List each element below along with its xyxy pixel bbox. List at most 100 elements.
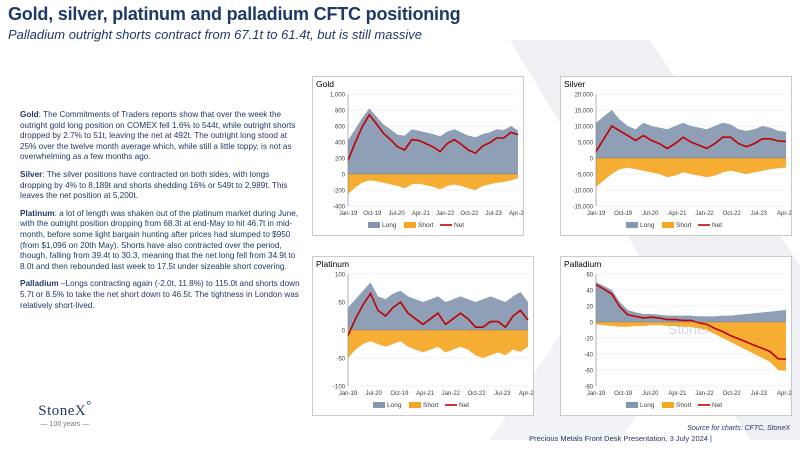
y-tick-label: 1,000 (330, 93, 346, 99)
platinum-chart: Platinum -100 -50 0 50 100 Jan-19 Jul-20 Oct-19 A… (312, 256, 534, 416)
x-tick-label: Jan-19 (339, 211, 358, 217)
legend-label: Net (459, 402, 469, 409)
source-note: Source for charts: CFTC, StoneX (687, 425, 790, 432)
chart-title: Gold (316, 79, 334, 89)
paragraph-separator: : (54, 208, 60, 218)
x-tick-label: Jul-23 (494, 391, 511, 397)
silver-chart: Silver -15,000 -10,000 -5,000 0 5,000 10,000 15… (560, 76, 792, 236)
x-tick-label: Apr-21 (412, 211, 431, 217)
x-tick-label: Oct-19 (614, 211, 633, 217)
line-net (595, 283, 787, 360)
legend-label: Long (387, 402, 402, 409)
y-tick-label: -100 (333, 385, 346, 391)
paragraph-separator: – (58, 279, 66, 289)
x-tick-label: Jan-19 (587, 391, 606, 397)
y-tick-label: -10,000 (573, 189, 594, 195)
commentary: Gold: The Commitments of Traders reports… (20, 110, 302, 318)
legend-swatch-short (662, 222, 674, 228)
paragraph-text: Longs contracting again (-2.0t, 11.8%) t… (20, 279, 300, 310)
legend-swatch-short (404, 222, 416, 228)
x-tick-label: Jan-22 (436, 211, 455, 217)
y-tick-label: -80 (584, 385, 593, 391)
x-tick-label: Jul-23 (751, 211, 768, 217)
x-tick-label: Jan-19 (587, 211, 606, 217)
paragraph-lead: Palladium (20, 279, 59, 289)
x-tick-label: Jan-22 (695, 391, 714, 397)
footer-note: Precious Metals Front Desk Presentation,… (529, 434, 712, 443)
legend-label: Short (418, 222, 434, 229)
x-tick-label: Jul-20 (388, 211, 405, 217)
legend-label: Long (640, 402, 655, 409)
area-short (596, 158, 786, 187)
legend-label: Short (423, 402, 439, 409)
x-tick-label: Jul-20 (642, 391, 659, 397)
legend-label: Long (640, 222, 655, 229)
x-tick-label: Apr-24 (519, 391, 534, 397)
y-tick-label: -400 (333, 205, 346, 211)
y-tick-label: -20 (584, 337, 593, 343)
paragraph-text: a lot of length was shaken out of the pl… (20, 208, 299, 271)
page-subtitle: Palladium outright shorts contract from … (8, 27, 423, 42)
paragraph-lead: Silver (20, 169, 43, 179)
x-tick-label: Jul-23 (486, 211, 503, 217)
paragraph-lead: Gold (20, 110, 39, 119)
legend-swatch-long (626, 222, 638, 228)
area-long (596, 110, 786, 158)
area-long (348, 282, 528, 330)
x-tick-label: Apr-21 (416, 391, 435, 397)
x-tick-label: Jan-19 (339, 391, 358, 397)
legend-label: Net (712, 402, 722, 409)
legend-swatch-long (626, 402, 638, 408)
y-tick-label: 0 (342, 329, 346, 335)
paragraph-text: The silver positions have contracted on … (20, 169, 288, 201)
y-tick-label: 0 (590, 321, 594, 327)
x-tick-label: Jan-22 (695, 211, 714, 217)
y-tick-label: 20 (586, 305, 593, 311)
gold-chart: Gold -400 -200 0 200 400 600 800 1,000 Jan-19 Oct-… (312, 76, 524, 236)
x-tick-label: Oct-19 (390, 391, 409, 397)
x-tick-label: Apr-21 (668, 391, 687, 397)
x-tick-label: Jan-22 (442, 391, 461, 397)
y-tick-label: -50 (336, 357, 345, 363)
paragraph-separator: : (38, 110, 44, 119)
y-tick-label: -60 (584, 369, 593, 375)
line-net (347, 113, 519, 161)
line-net (595, 124, 787, 153)
legend-swatch-long (373, 402, 385, 408)
legend-label: Net (712, 222, 722, 229)
y-tick-label: 100 (335, 273, 346, 279)
area-short (348, 330, 528, 358)
x-tick-label: Jul-20 (366, 391, 383, 397)
area-long (596, 282, 786, 322)
y-tick-label: -40 (584, 353, 593, 359)
y-tick-label: 200 (335, 157, 346, 163)
y-tick-label: 60 (586, 273, 593, 279)
page-title: Gold, silver, platinum and palladium CFT… (8, 4, 461, 24)
x-tick-label: Apr-24 (509, 211, 524, 217)
legend-swatch-long (368, 222, 380, 228)
chart-title: Silver (564, 79, 585, 89)
x-tick-label: Jul-23 (751, 391, 768, 397)
legend-label: Net (454, 222, 464, 229)
y-tick-label: 40 (586, 289, 593, 295)
y-tick-label: 0 (590, 157, 594, 163)
chart-title: Platinum (316, 259, 349, 269)
x-tick-label: Oct-22 (723, 211, 742, 217)
legend-label: Short (676, 222, 692, 229)
paragraph-gold: Gold: The Commitments of Traders reports… (20, 110, 302, 163)
y-tick-label: 10,000 (575, 125, 594, 131)
header: Gold, silver, platinum and palladium CFT… (8, 4, 461, 42)
area-long (348, 108, 518, 174)
logo-mark: ° (86, 398, 92, 412)
y-tick-label: 0 (342, 173, 346, 179)
chart-watermark: StoneX (668, 321, 715, 337)
area-short (596, 322, 786, 371)
y-tick-label: 15,000 (575, 109, 594, 115)
y-tick-label: 600 (335, 125, 346, 131)
x-tick-label: Oct-22 (468, 391, 487, 397)
logo-name: StoneX (38, 403, 87, 419)
y-tick-label: 5,000 (578, 141, 594, 147)
y-tick-label: 800 (335, 109, 346, 115)
legend-swatch-short (409, 402, 421, 408)
x-tick-label: Jul-20 (642, 211, 659, 217)
